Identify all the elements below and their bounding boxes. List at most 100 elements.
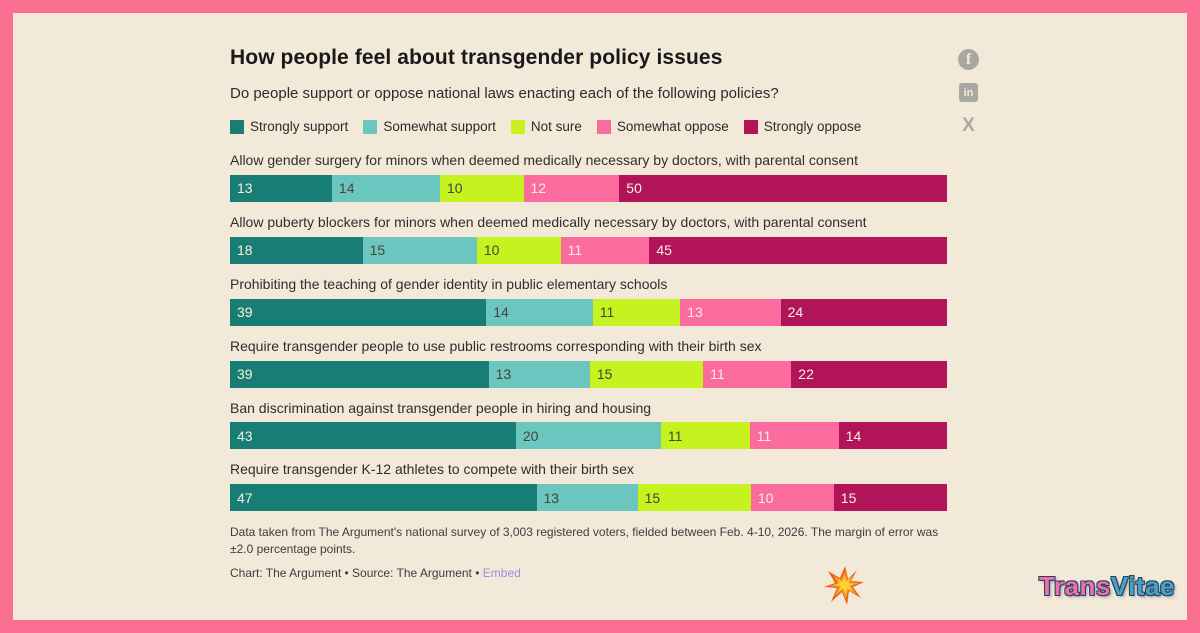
legend-item-strongly-support: Strongly support (230, 119, 348, 134)
bar-segment-strongly-support: 39 (230, 298, 487, 326)
legend-item-somewhat-support: Somewhat support (363, 119, 496, 134)
legend-swatch-icon (596, 119, 611, 134)
policy-label: Prohibiting the teaching of gender ident… (230, 275, 668, 292)
bar-value: 13 (495, 366, 512, 383)
legend-swatch-icon (743, 119, 758, 134)
stacked-bar: 43 20 11 11 14 (230, 422, 947, 450)
policy-label: Ban discrimination against transgender p… (230, 399, 652, 416)
bar-value: 11 (756, 427, 772, 444)
bar-value: 12 (530, 180, 547, 197)
bar-value: 15 (369, 242, 386, 259)
bar-value: 11 (710, 366, 725, 383)
bar-segment-strongly-support: 13 (230, 174, 332, 202)
bar-value: 18 (237, 242, 253, 259)
policy-label: Allow puberty blockers for minors when d… (230, 213, 867, 230)
chart-subtitle: Do people support or oppose national law… (230, 85, 779, 102)
bar-segment-somewhat-support: 20 (515, 422, 661, 450)
chart-row: Allow puberty blockers for minors when d… (230, 213, 947, 264)
bar-segment-strongly-oppose: 14 (838, 422, 947, 450)
legend-item-somewhat-oppose: Somewhat oppose (596, 119, 729, 134)
bar-segment-somewhat-support: 13 (488, 360, 590, 388)
bar-segment-somewhat-support: 14 (331, 174, 440, 202)
bar-segment-somewhat-oppose: 11 (749, 422, 839, 450)
chart-main: How people feel about transgender policy… (230, 46, 947, 580)
bar-segment-somewhat-support: 15 (362, 236, 477, 264)
policy-label: Allow gender surgery for minors when dee… (230, 152, 858, 168)
bar-segment-not-sure: 15 (637, 484, 751, 512)
bar-value: 15 (596, 366, 613, 383)
facebook-share-icon[interactable]: f (958, 49, 979, 70)
bar-segment-somewhat-oppose: 11 (703, 360, 792, 388)
linkedin-share-icon[interactable]: in (959, 83, 978, 102)
bar-value: 45 (656, 242, 672, 259)
bar-value: 14 (845, 427, 862, 444)
stacked-bar: 39 14 11 13 24 (230, 298, 947, 326)
bar-segment-somewhat-support: 13 (536, 484, 638, 512)
embed-link[interactable]: Embed (482, 565, 521, 580)
bar-value: 50 (626, 180, 642, 197)
bar-segment-somewhat-oppose: 12 (523, 174, 620, 202)
stacked-bar: 18 15 10 11 45 (230, 236, 947, 264)
bar-segment-strongly-oppose: 45 (649, 236, 947, 264)
watermark-area: TransVitae (823, 566, 1175, 605)
bar-segment-strongly-oppose: 15 (833, 484, 947, 512)
bar-value: 15 (840, 489, 857, 506)
chart-row: Require transgender K-12 athletes to com… (230, 460, 947, 512)
chart-legend: Strongly support Somewhat support Not sure… (230, 119, 947, 134)
bar-segment-strongly-support: 39 (230, 360, 489, 388)
bar-value: 13 (543, 489, 560, 506)
bar-segment-not-sure: 11 (592, 298, 681, 326)
bar-value: 11 (567, 242, 583, 259)
logo-trans-text: Trans (1038, 571, 1111, 601)
credit-text: Chart: The Argument • Source: The Argume… (230, 565, 483, 580)
bar-segment-strongly-oppose: 24 (780, 298, 947, 326)
chart-row: Prohibiting the teaching of gender ident… (230, 275, 947, 326)
policy-label: Require transgender K-12 athletes to com… (230, 461, 634, 478)
bar-value: 10 (446, 180, 463, 197)
legend-label: Somewhat oppose (616, 119, 729, 134)
legend-swatch-icon (510, 119, 525, 134)
bar-value: 13 (237, 180, 253, 197)
bar-segment-somewhat-support: 14 (486, 298, 593, 326)
bar-value: 15 (644, 489, 661, 506)
chart-row: Allow gender surgery for minors when dee… (230, 151, 947, 202)
credit-line: Chart: The Argument • Source: The Argume… (230, 566, 947, 580)
x-twitter-share-icon[interactable]: X (962, 115, 975, 136)
legend-label: Not sure (530, 119, 582, 134)
bar-segment-not-sure: 15 (589, 360, 704, 388)
stacked-bar: 47 13 15 10 15 (230, 484, 947, 512)
bar-value: 22 (798, 366, 814, 383)
bar-segment-strongly-support: 47 (230, 484, 537, 512)
legend-label: Somewhat support (383, 119, 496, 134)
bar-value: 20 (522, 427, 539, 444)
bar-segment-not-sure: 11 (660, 422, 750, 450)
legend-item-strongly-oppose: Strongly oppose (743, 119, 862, 134)
logo-vitae-text: Vitae (1110, 571, 1175, 601)
bar-segment-somewhat-oppose: 10 (750, 484, 834, 512)
bar-segment-not-sure: 10 (476, 236, 561, 264)
bar-segment-not-sure: 10 (439, 174, 524, 202)
chart-title: How people feel about transgender policy… (230, 46, 723, 69)
bar-value: 43 (237, 427, 253, 444)
bar-segment-strongly-oppose: 50 (619, 174, 947, 202)
legend-label: Strongly oppose (763, 119, 862, 134)
bar-value: 39 (237, 304, 253, 321)
bar-value: 10 (483, 242, 500, 259)
bar-value: 47 (237, 489, 253, 506)
policy-label: Require transgender people to use public… (230, 337, 762, 354)
stacked-bar: 39 13 15 11 22 (230, 360, 947, 388)
bar-value: 39 (237, 366, 253, 383)
bar-segment-somewhat-oppose: 11 (560, 236, 650, 264)
chart-card: How people feel about transgender policy… (13, 13, 1187, 620)
bar-value: 11 (667, 427, 683, 444)
bar-segment-somewhat-oppose: 13 (680, 298, 781, 326)
bar-value: 10 (757, 489, 774, 506)
chart-row: Require transgender people to use public… (230, 337, 947, 388)
bar-value: 14 (338, 180, 355, 197)
stacked-bar-chart: Allow gender surgery for minors when dee… (230, 151, 947, 512)
bar-value: 14 (493, 304, 509, 321)
legend-swatch-icon (363, 119, 378, 134)
starburst-icon (823, 566, 864, 605)
bar-segment-strongly-support: 43 (230, 422, 516, 450)
